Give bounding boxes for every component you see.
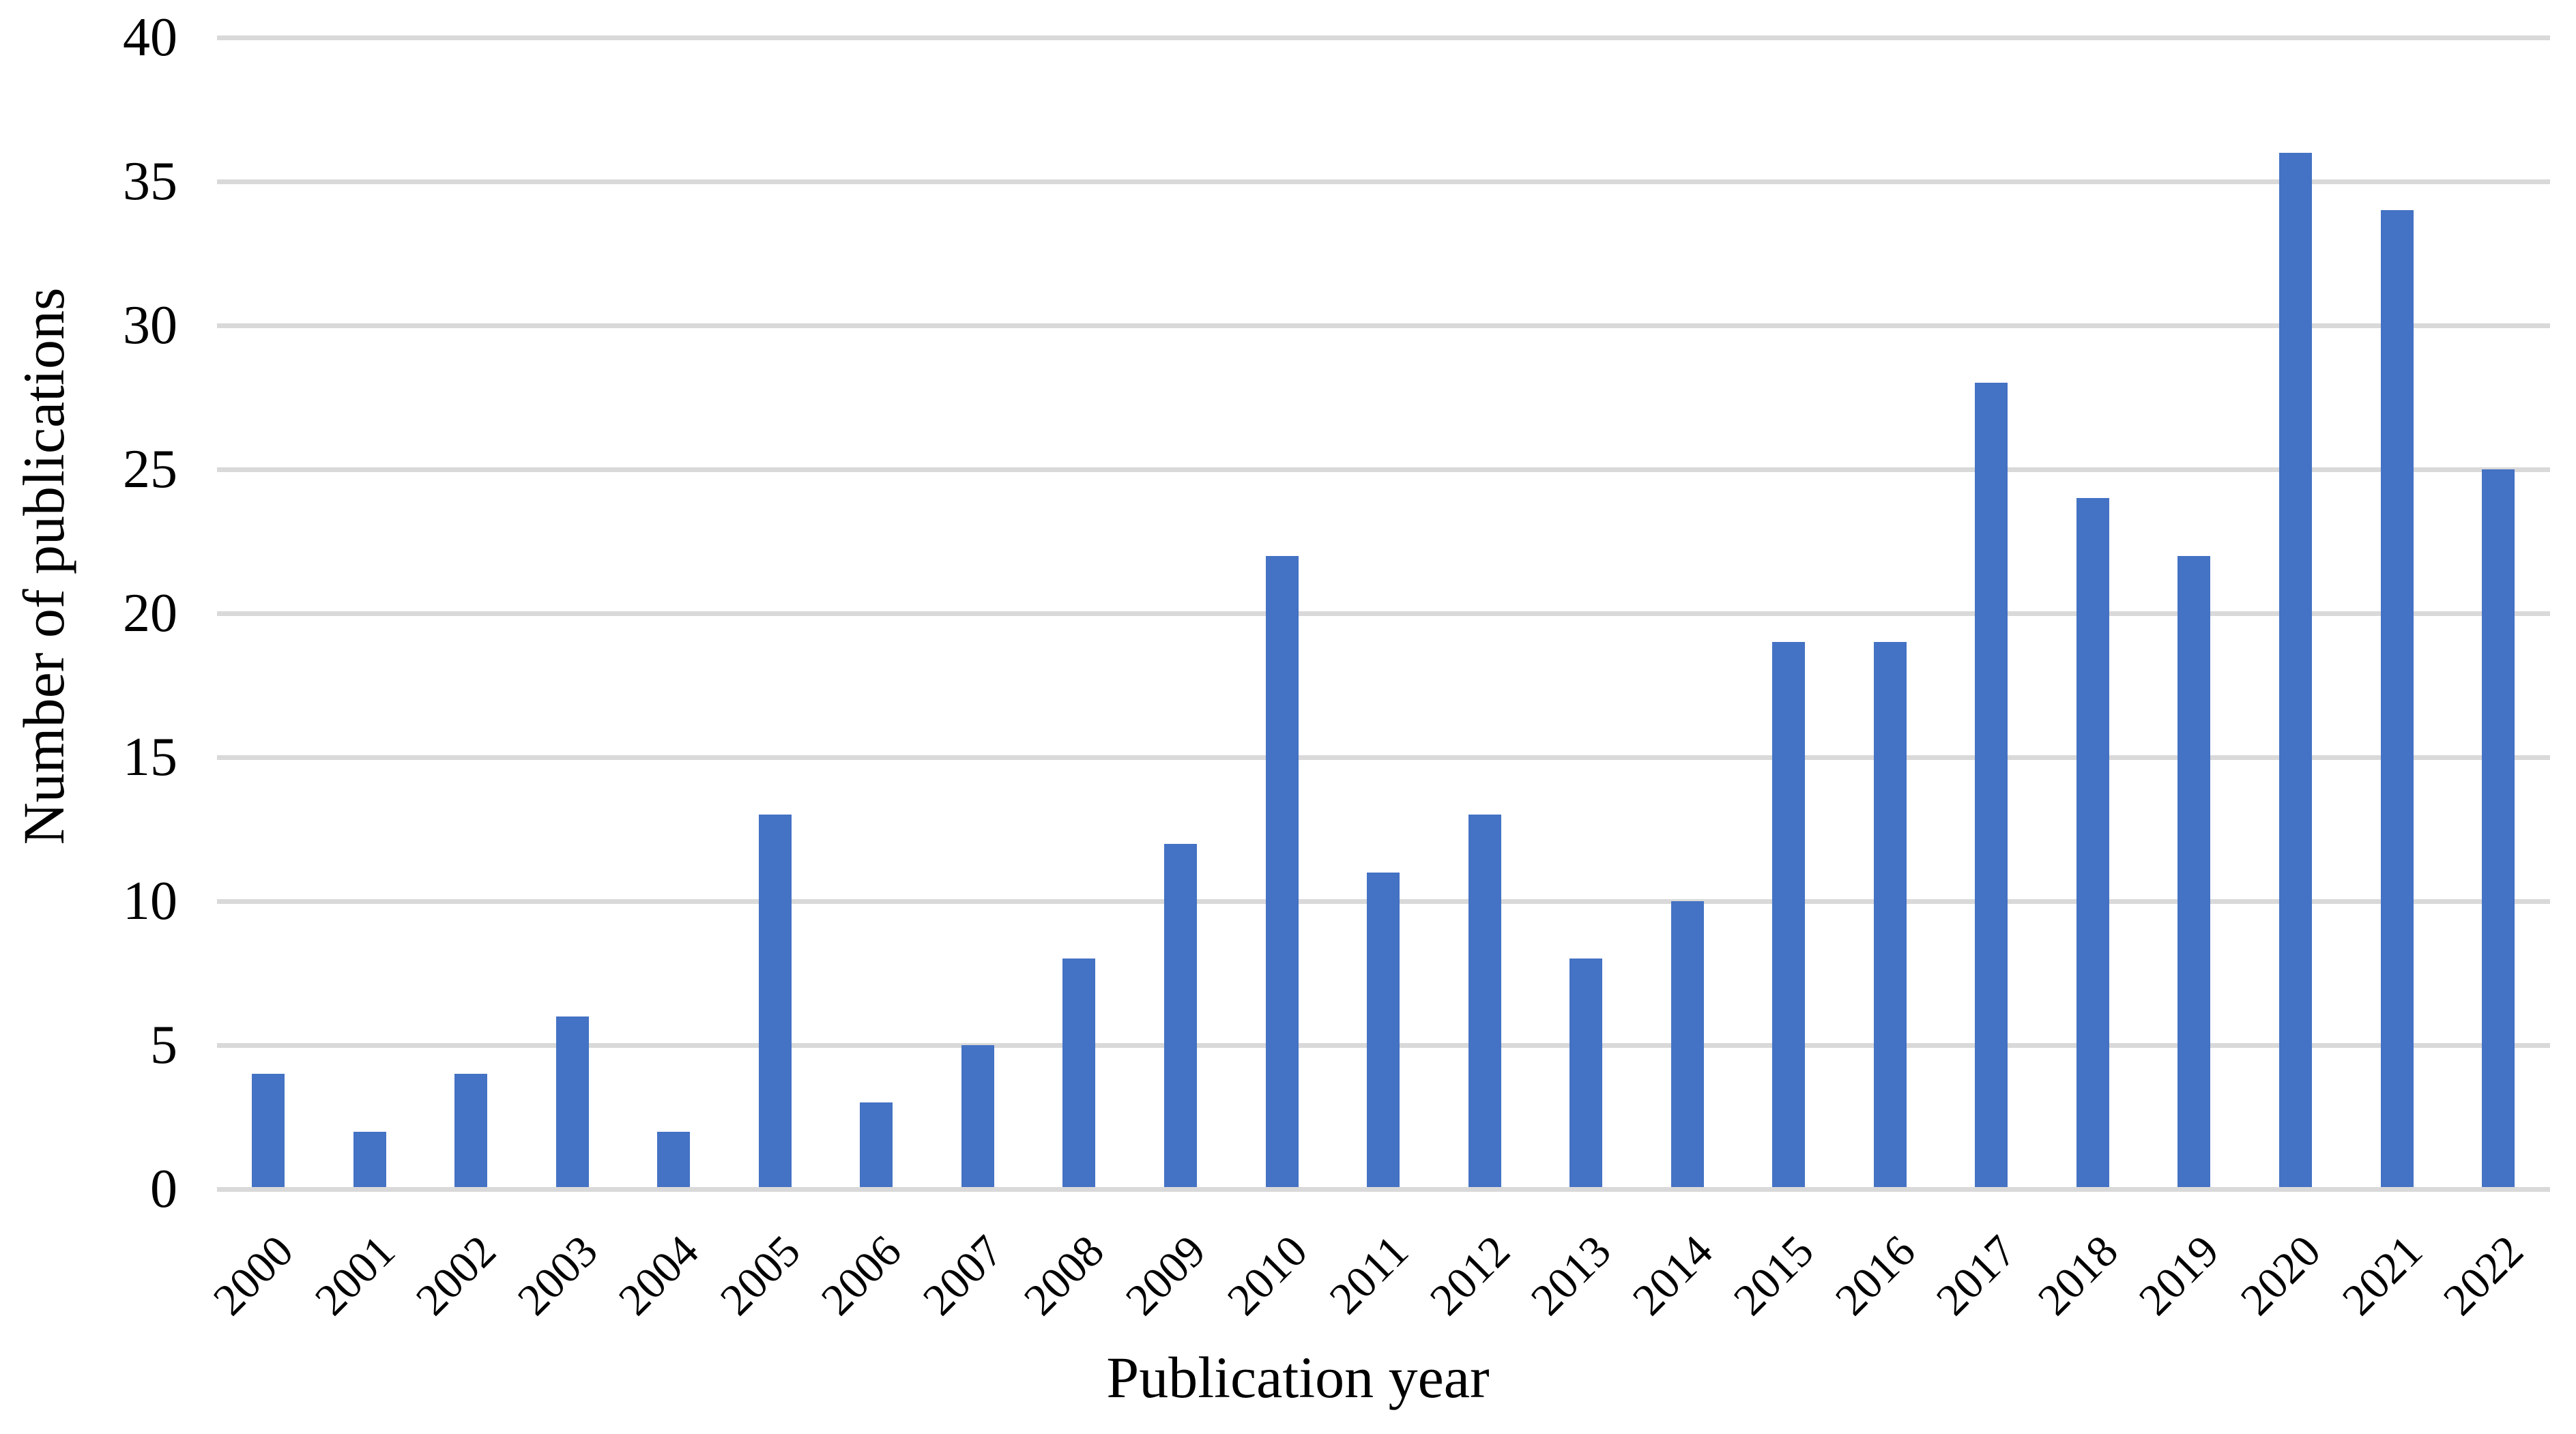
gridline (217, 467, 2550, 472)
bar-2017 (1975, 383, 2008, 1187)
bar-2016 (1874, 642, 1907, 1187)
x-axis-title: Publication year (1106, 1345, 1490, 1410)
bar-2000 (252, 1074, 285, 1187)
bar-2012 (1468, 815, 1501, 1187)
gridline (217, 611, 2550, 616)
y-tick-label: 5 (150, 1015, 177, 1075)
bar-2006 (860, 1102, 893, 1187)
gridline (217, 755, 2550, 760)
bar-2013 (1569, 959, 1602, 1187)
bar-2020 (2279, 153, 2312, 1187)
y-tick-label: 0 (150, 1159, 177, 1219)
bar-2009 (1164, 844, 1197, 1187)
y-tick-label: 40 (123, 8, 177, 68)
bar-2014 (1671, 901, 1704, 1187)
bar-2005 (759, 815, 792, 1187)
y-tick-label: 10 (123, 871, 177, 931)
bar-2002 (454, 1074, 487, 1187)
gridline (217, 179, 2550, 184)
y-tick-label: 25 (123, 439, 177, 499)
gridline (217, 323, 2550, 328)
bar-2019 (2177, 556, 2210, 1187)
bar-2010 (1266, 556, 1299, 1187)
bar-2021 (2381, 210, 2414, 1187)
bar-2001 (353, 1132, 386, 1187)
bar-2008 (1062, 959, 1095, 1187)
gridline (217, 1187, 2550, 1192)
bar-2004 (657, 1132, 690, 1187)
bar-2022 (2482, 469, 2515, 1187)
y-tick-label: 15 (123, 727, 177, 787)
gridline (217, 35, 2550, 40)
bar-2011 (1367, 873, 1400, 1187)
y-tick-label: 30 (123, 295, 177, 355)
bar-2007 (961, 1045, 994, 1187)
bar-2015 (1772, 642, 1805, 1187)
y-tick-label: 35 (123, 151, 177, 211)
y-tick-label: 20 (123, 583, 177, 643)
bar-2003 (556, 1016, 589, 1187)
bar-2018 (2076, 498, 2109, 1187)
